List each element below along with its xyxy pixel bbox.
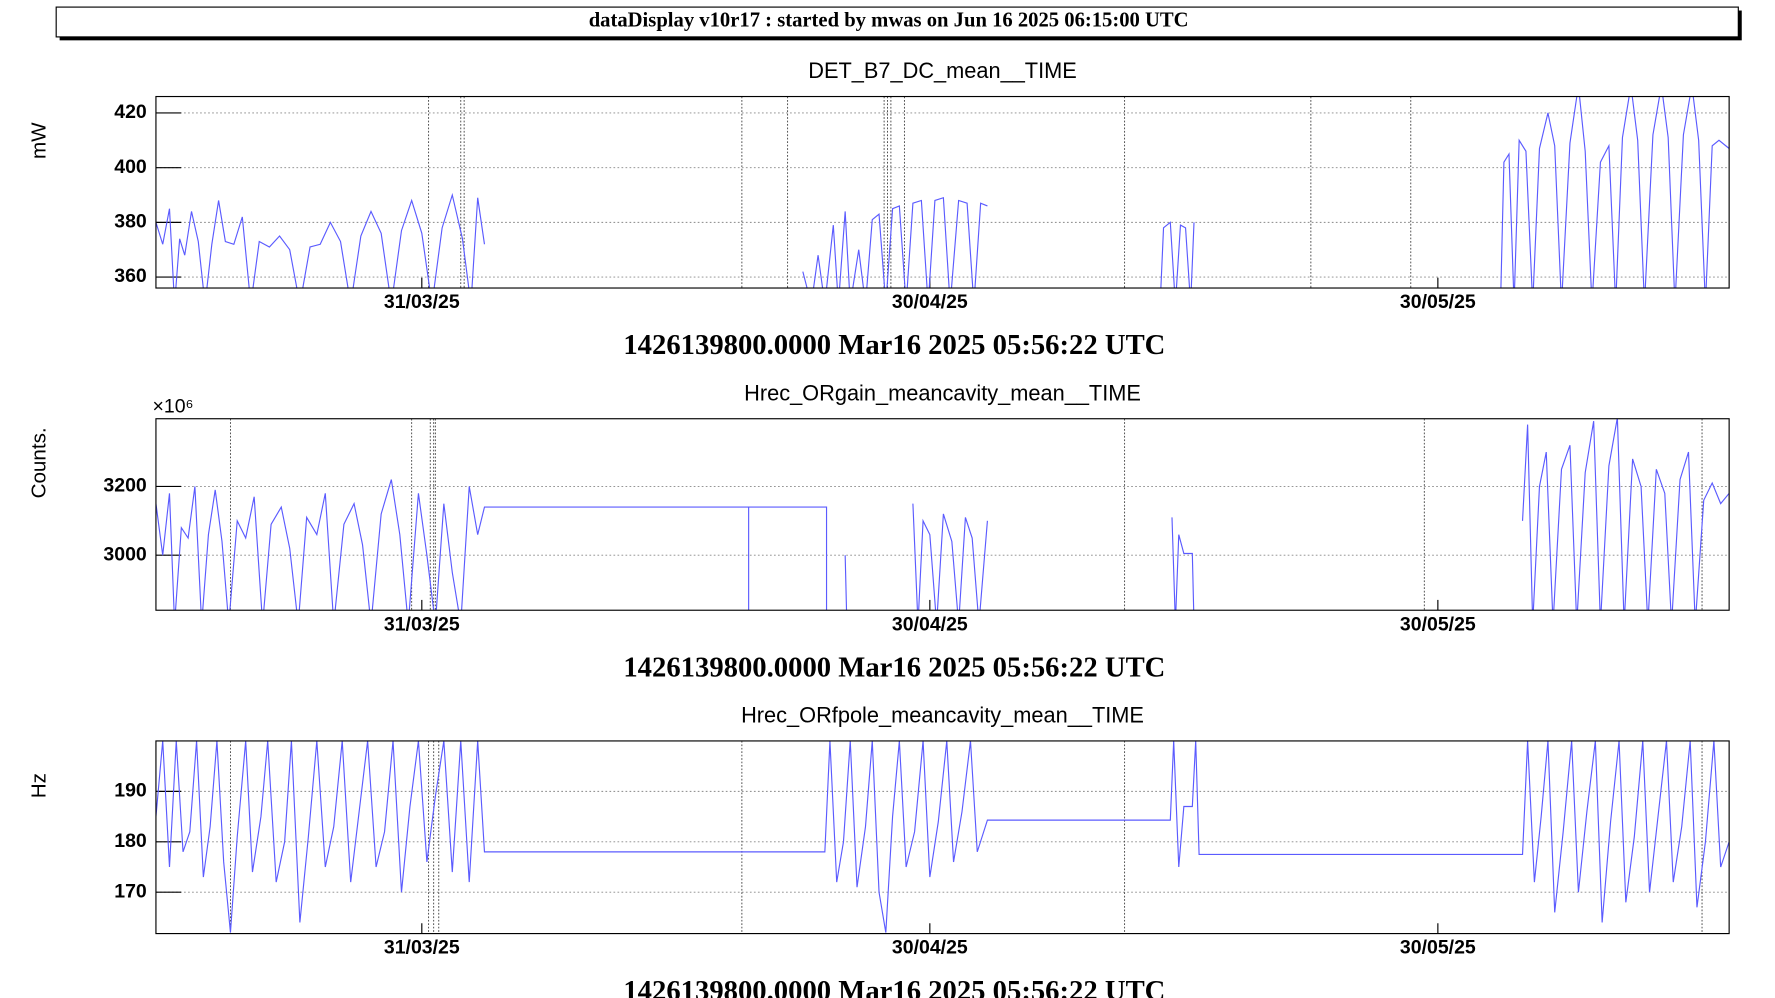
- panel-title: Hrec_ORfpole_meancavity_mean__TIME: [741, 703, 1144, 728]
- panel-title: DET_B7_DC_mean__TIME: [808, 58, 1077, 83]
- x-tick-label: 30/04/25: [892, 937, 968, 959]
- x-axis-label: 1426139800.0000 Mar16 2025 05:56:22 UTC: [623, 975, 1165, 998]
- y-axis-label: Hz: [28, 773, 51, 798]
- x-tick-label: 31/03/25: [384, 937, 460, 959]
- panel: DET_B7_DC_mean__TIME mW 1426139800.0000 Ma…: [28, 58, 1730, 361]
- y-tick-label: 3200: [103, 475, 147, 497]
- y-tick-label: 400: [114, 156, 147, 178]
- y-tick-label: 380: [114, 211, 147, 233]
- y-tick-label: 180: [114, 830, 147, 852]
- y-tick-label: 360: [114, 265, 147, 287]
- x-axis-label: 1426139800.0000 Mar16 2025 05:56:22 UTC: [623, 651, 1165, 683]
- x-tick-label: 30/04/25: [892, 291, 968, 313]
- plot-frame: [155, 418, 1730, 611]
- x-tick-label: 31/03/25: [384, 291, 460, 313]
- window-title: dataDisplay v10r17 : started by mwas on …: [589, 10, 1189, 32]
- panel: Hrec_ORgain_meancavity_mean__TIME Counts.…: [28, 380, 1730, 683]
- plot-frame: [155, 740, 1730, 935]
- x-tick-label: 30/04/25: [892, 613, 968, 635]
- x-tick-label: 30/05/25: [1400, 613, 1476, 635]
- y-tick-label: 170: [114, 880, 147, 902]
- y-multiplier: ×10⁶: [153, 395, 194, 417]
- y-axis-label: Counts.: [28, 427, 51, 498]
- panel: Hrec_ORfpole_meancavity_mean__TIME Hz 1426…: [28, 703, 1730, 998]
- y-tick-label: 420: [114, 101, 147, 123]
- y-tick-label: 3000: [103, 543, 147, 565]
- title-box: [55, 6, 1739, 38]
- y-axis-label: mW: [28, 122, 51, 159]
- x-tick-label: 30/05/25: [1400, 937, 1476, 959]
- data-line: [155, 96, 1730, 289]
- data-line: [155, 740, 1730, 933]
- y-tick-label: 190: [114, 780, 147, 802]
- x-axis-label: 1426139800.0000 Mar16 2025 05:56:22 UTC: [623, 329, 1165, 361]
- data-line: [155, 418, 1730, 611]
- plot-frame: [155, 95, 1730, 289]
- x-tick-label: 31/03/25: [384, 613, 460, 635]
- panel-title: Hrec_ORgain_meancavity_mean__TIME: [744, 380, 1141, 405]
- x-tick-label: 30/05/25: [1400, 291, 1476, 313]
